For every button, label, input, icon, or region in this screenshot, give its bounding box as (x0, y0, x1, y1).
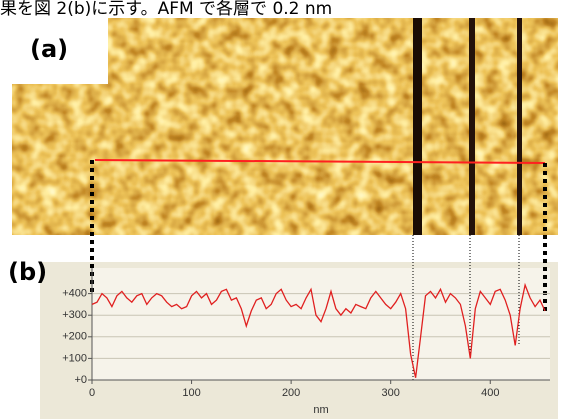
y-tick-label: +200 (62, 331, 87, 343)
afm-trench (469, 18, 475, 235)
afm-trench (413, 18, 422, 235)
plot-area (92, 268, 550, 380)
afm-trench (517, 18, 522, 235)
y-tick-label: +300 (62, 309, 87, 321)
x-tick-label: 100 (182, 387, 200, 399)
x-tick-label: 0 (89, 387, 95, 399)
x-axis-label: nm (313, 404, 328, 416)
profile-curve (91, 282, 546, 378)
chart: +0 +100 +200 +300 +400 0 100 200 300 400 nm (62, 268, 550, 416)
y-tick-label: +100 (62, 352, 87, 364)
x-tick-label: 200 (282, 387, 300, 399)
label-box (0, 18, 108, 84)
panel-label: (a) (30, 35, 68, 63)
header-text: 果を図 2(b)に示す。AFM で各層で 0.2 nm (0, 0, 332, 19)
panel-label: (b) (8, 258, 47, 286)
y-tick-label: +0 (74, 374, 87, 386)
x-tick-label: 300 (382, 387, 400, 399)
y-tick-label: +400 (62, 288, 87, 300)
profile-line (94, 159, 546, 164)
x-tick-label: 400 (481, 387, 499, 399)
